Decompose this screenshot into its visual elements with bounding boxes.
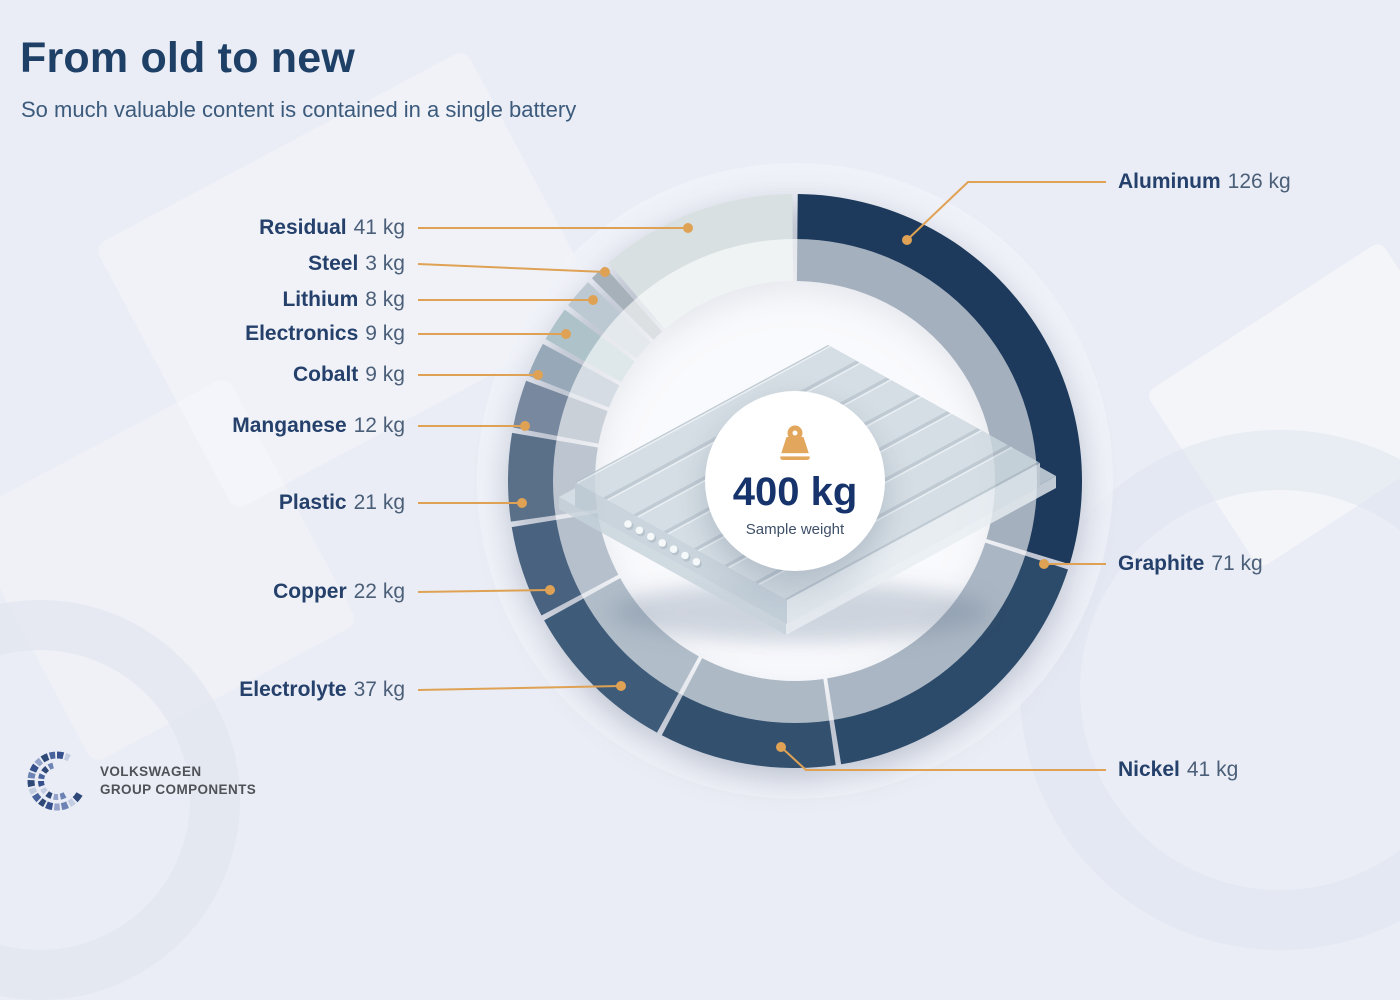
leader-dot	[902, 235, 912, 245]
leader-dot	[776, 742, 786, 752]
leader-dot	[600, 267, 610, 277]
material-name: Lithium	[282, 288, 359, 311]
label-plastic: Plastic 21 kg	[279, 491, 405, 515]
label-electrolyte: Electrolyte 37 kg	[239, 678, 405, 702]
sample-weight-caption: Sample weight	[745, 521, 845, 538]
material-weight: 8 kg	[365, 288, 405, 311]
battery-stud	[635, 526, 644, 535]
battery-stud	[658, 539, 666, 547]
material-weight: 9 kg	[365, 322, 405, 345]
material-name: Steel	[308, 252, 359, 275]
material-name: Manganese	[232, 414, 347, 437]
label-copper: Copper 22 kg	[273, 580, 405, 604]
material-weight: 41 kg	[353, 216, 405, 239]
material-name: Aluminum	[1118, 170, 1221, 193]
page-subtitle: So much valuable content is contained in…	[21, 97, 577, 122]
material-name: Electronics	[245, 322, 359, 345]
sample-weight-value: 400 kg	[732, 470, 858, 514]
battery-stud	[681, 551, 689, 560]
material-name: Plastic	[278, 491, 347, 514]
leader-line	[780, 746, 1106, 771]
donut-chart	[417, 181, 1106, 771]
label-residual: Residual 41 kg	[259, 216, 405, 240]
label-cobalt: Cobalt 9 kg	[293, 363, 405, 387]
leader-dot	[588, 295, 598, 305]
logo-text: VOLKSWAGEN GROUP COMPONENTS	[100, 763, 256, 798]
material-weight: 22 kg	[353, 580, 405, 603]
material-name: Electrolyte	[239, 678, 347, 701]
material-name: Cobalt	[292, 363, 359, 386]
battery-stud	[647, 532, 655, 541]
material-weight: 3 kg	[365, 252, 405, 275]
leader-dot	[533, 370, 543, 380]
material-name: Copper	[273, 580, 347, 603]
leader-line	[417, 589, 551, 593]
material-weight: 37 kg	[353, 678, 405, 701]
label-manganese: Manganese 12 kg	[232, 414, 405, 438]
leader-dot	[616, 681, 626, 691]
label-aluminum: Aluminum 126 kg	[1118, 170, 1291, 194]
leader-dot	[517, 498, 527, 508]
infographic-page: { "header": { "title": "From old to new"…	[0, 34, 1400, 1000]
leader-dot	[1039, 559, 1049, 569]
leader-dot	[561, 329, 571, 339]
material-weight: 71 kg	[1211, 552, 1263, 575]
sample-weight-badge: 400 kg Sample weight	[705, 391, 885, 571]
leader-lines	[417, 181, 1106, 771]
volkswagen-group-components-logo: VOLKSWAGEN GROUP COMPONENTS	[24, 748, 256, 814]
weight-icon	[778, 425, 812, 460]
header: From old to new So much valuable content…	[20, 34, 576, 123]
material-name: Residual	[259, 216, 347, 239]
material-weight: 41 kg	[1186, 758, 1239, 781]
leader-dot	[683, 223, 693, 233]
leader-line	[906, 181, 1106, 241]
battery-stud	[692, 558, 701, 566]
label-graphite: Graphite 71 kg	[1118, 552, 1263, 576]
leader-line	[417, 685, 622, 691]
leader-dot	[520, 421, 530, 431]
material-name: Graphite	[1118, 552, 1205, 575]
material-weight: 9 kg	[365, 363, 405, 386]
material-weight: 126 kg	[1227, 170, 1291, 193]
leader-dot	[545, 585, 555, 595]
vw-gc-logo-mark	[27, 751, 83, 811]
material-weight: 21 kg	[353, 491, 405, 514]
segment-electrolyte	[544, 578, 699, 733]
label-lithium: Lithium 8 kg	[282, 288, 405, 312]
label-nickel: Nickel 41 kg	[1118, 758, 1238, 782]
page-title: From old to new	[20, 34, 356, 82]
material-name: Nickel	[1118, 758, 1180, 781]
label-electronics: Electronics 9 kg	[245, 322, 405, 346]
logo-line1: VOLKSWAGEN	[100, 764, 202, 780]
battery-stud	[624, 520, 632, 528]
logo-line2: GROUP COMPONENTS	[100, 782, 257, 797]
label-steel: Steel 3 kg	[308, 252, 405, 276]
material-weight: 12 kg	[353, 414, 405, 437]
battery-stud	[669, 545, 678, 553]
leader-line	[417, 263, 606, 273]
